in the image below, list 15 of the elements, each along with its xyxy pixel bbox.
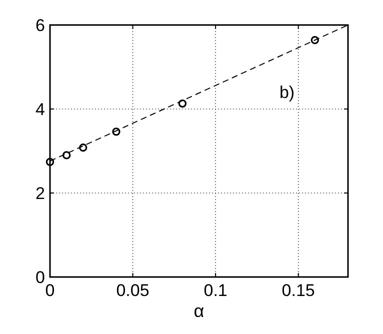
- point: [310, 36, 319, 44]
- x-axis-title: α: [194, 301, 204, 321]
- y-tick-label: 4: [36, 100, 45, 119]
- point: [112, 128, 120, 136]
- y-tick-label: 0: [36, 268, 45, 287]
- x-tick-label: 0.1: [204, 281, 228, 300]
- annotation: b): [279, 83, 295, 102]
- point: [178, 99, 187, 108]
- point: [79, 144, 88, 152]
- point: [46, 158, 54, 166]
- x-tick-label: 0.05: [116, 281, 150, 300]
- point: [62, 151, 71, 160]
- y-tick-label: 6: [36, 16, 45, 35]
- x-tick-label: 0.15: [282, 281, 315, 300]
- y-tick-label: 2: [36, 184, 45, 203]
